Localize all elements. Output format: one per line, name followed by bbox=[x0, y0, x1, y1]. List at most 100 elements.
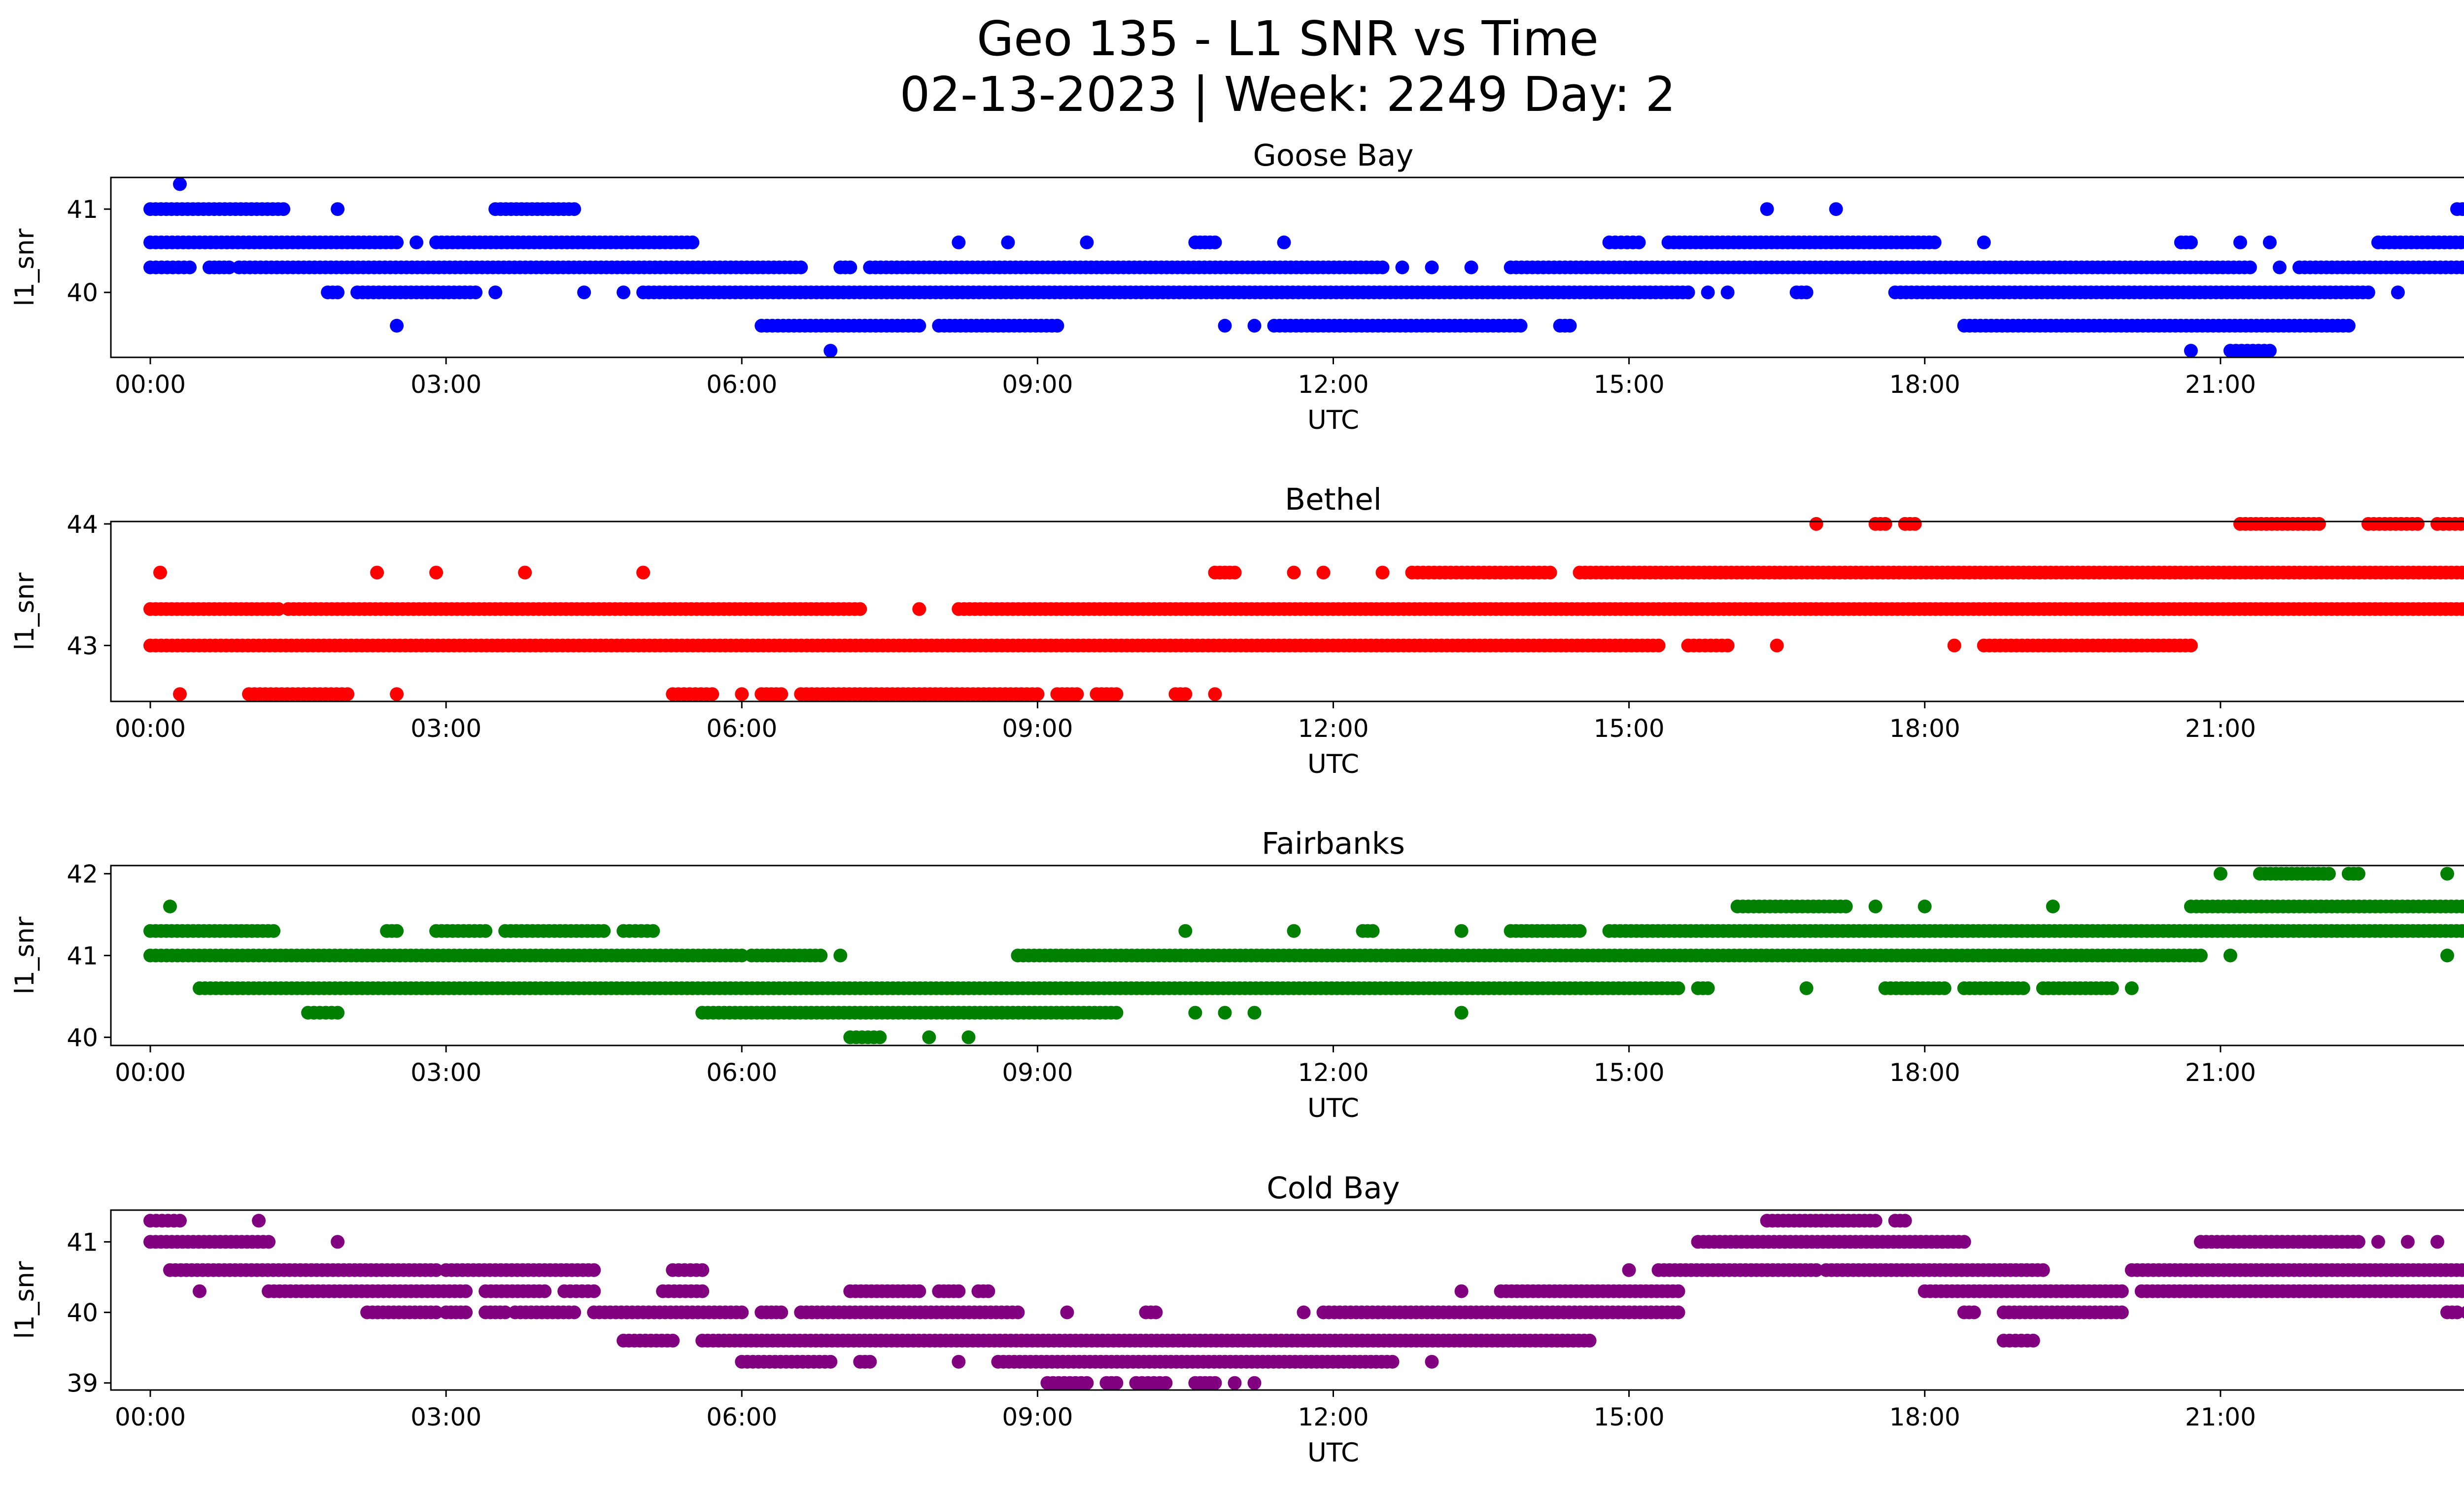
data-point bbox=[2223, 948, 2237, 963]
data-point bbox=[1385, 1355, 1400, 1369]
data-point bbox=[2312, 517, 2326, 531]
data-point bbox=[2341, 318, 2356, 333]
data-point bbox=[1454, 1006, 1469, 1020]
data-point bbox=[843, 260, 857, 275]
data-point bbox=[1070, 687, 1084, 701]
data-point bbox=[705, 687, 719, 701]
data-point bbox=[1149, 1305, 1163, 1320]
data-point bbox=[1917, 900, 1932, 913]
data-point bbox=[1030, 687, 1045, 701]
x-tick-label: 18:00 bbox=[1889, 714, 1960, 743]
data-point bbox=[276, 202, 291, 216]
data-point bbox=[1060, 1305, 1074, 1320]
data-point bbox=[488, 285, 503, 300]
data-point bbox=[1208, 235, 1222, 249]
data-point bbox=[1109, 1376, 1124, 1390]
data-point bbox=[390, 687, 404, 701]
data-point bbox=[1799, 285, 1814, 300]
data-point bbox=[1878, 517, 1892, 531]
x-tick-label: 18:00 bbox=[1889, 370, 1960, 399]
data-point bbox=[616, 285, 631, 300]
data-point bbox=[1957, 1235, 1971, 1249]
data-point bbox=[2450, 1305, 2464, 1320]
data-point bbox=[1701, 285, 1715, 300]
y-axis-label: l1_snr bbox=[10, 916, 40, 994]
data-point bbox=[390, 318, 404, 333]
data-point bbox=[1287, 565, 1301, 580]
data-point bbox=[1247, 318, 1262, 333]
data-point bbox=[331, 1235, 345, 1249]
x-tick-label: 12:00 bbox=[1298, 714, 1369, 743]
data-point bbox=[429, 565, 444, 580]
subplot-title: Cold Bay bbox=[1266, 1171, 1400, 1206]
x-axis-label: UTC bbox=[1307, 749, 1359, 779]
data-point bbox=[390, 235, 404, 249]
y-tick-label: 44 bbox=[67, 510, 98, 539]
data-point bbox=[794, 260, 808, 275]
data-point bbox=[1050, 318, 1064, 333]
data-point bbox=[1671, 1305, 1685, 1320]
x-tick-label: 00:00 bbox=[115, 1403, 186, 1431]
y-axis-label: l1_snr bbox=[10, 1261, 40, 1339]
data-point bbox=[2272, 260, 2287, 275]
x-tick-label: 09:00 bbox=[1002, 370, 1073, 399]
y-axis-label: l1_snr bbox=[10, 228, 40, 306]
x-tick-label: 09:00 bbox=[1002, 1403, 1073, 1431]
data-point bbox=[1760, 202, 1774, 216]
data-point bbox=[1247, 1376, 1262, 1390]
data-point bbox=[853, 602, 867, 616]
data-point bbox=[952, 235, 966, 249]
data-point bbox=[1868, 1214, 1882, 1228]
data-point bbox=[1967, 1305, 1981, 1320]
data-point bbox=[912, 318, 926, 333]
data-point bbox=[390, 924, 404, 938]
data-point bbox=[2322, 867, 2336, 881]
data-point bbox=[469, 285, 483, 300]
data-point bbox=[2262, 344, 2277, 358]
data-point bbox=[1947, 638, 1961, 653]
data-point bbox=[1366, 924, 1380, 938]
y-tick-label: 41 bbox=[67, 1228, 98, 1256]
data-point bbox=[1109, 1006, 1124, 1020]
data-point bbox=[272, 602, 286, 616]
data-point bbox=[1671, 981, 1685, 995]
data-point bbox=[1218, 1006, 1232, 1020]
data-point bbox=[1927, 235, 1942, 249]
figure-title-line1: Geo 135 - L1 SNR vs Time bbox=[977, 11, 1599, 67]
y-tick-label: 43 bbox=[67, 632, 98, 661]
data-point bbox=[1770, 638, 1784, 653]
data-point bbox=[823, 1355, 838, 1369]
data-point bbox=[173, 177, 187, 191]
data-point bbox=[2400, 1235, 2415, 1249]
data-point bbox=[1898, 1214, 1912, 1228]
data-point bbox=[1937, 981, 1951, 995]
data-point bbox=[2391, 285, 2405, 300]
data-point bbox=[1839, 900, 1853, 913]
data-point bbox=[2213, 867, 2227, 881]
data-point bbox=[2460, 1285, 2464, 1297]
data-point bbox=[2351, 867, 2365, 881]
data-point bbox=[1080, 235, 1094, 249]
x-tick-label: 00:00 bbox=[115, 370, 186, 399]
data-point bbox=[735, 687, 749, 701]
data-point bbox=[2440, 867, 2454, 881]
data-point bbox=[961, 1030, 976, 1044]
data-point bbox=[735, 1305, 749, 1320]
x-tick-label: 18:00 bbox=[1889, 1403, 1960, 1431]
data-point bbox=[577, 285, 591, 300]
data-point bbox=[262, 1235, 276, 1249]
data-point bbox=[823, 344, 838, 358]
scatter-series bbox=[143, 177, 2464, 358]
y-tick-label: 40 bbox=[67, 1023, 98, 1052]
data-point bbox=[1720, 638, 1735, 653]
x-tick-label: 12:00 bbox=[1298, 1058, 1369, 1087]
data-point bbox=[183, 260, 197, 275]
data-point bbox=[1218, 318, 1232, 333]
y-tick-label: 39 bbox=[67, 1369, 98, 1398]
x-axis-label: UTC bbox=[1307, 405, 1359, 435]
data-point bbox=[222, 260, 236, 275]
data-point bbox=[1208, 1376, 1222, 1390]
data-point bbox=[1178, 687, 1193, 701]
data-point bbox=[2461, 261, 2464, 274]
data-point bbox=[922, 1030, 936, 1044]
